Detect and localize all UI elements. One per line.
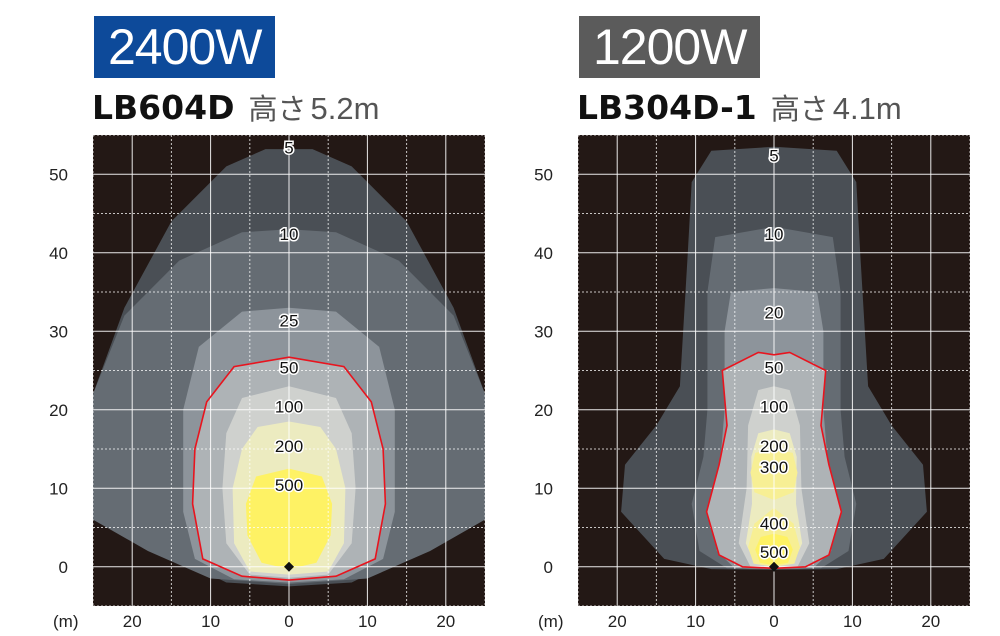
x-tick-label: 20: [123, 612, 142, 631]
contour-label-50: 50: [765, 358, 784, 377]
y-tick-label: 40: [49, 244, 68, 263]
x-tick-label: 0: [769, 612, 778, 631]
contour-label-50: 50: [280, 358, 299, 377]
y-tick-label: 30: [534, 322, 553, 341]
x-unit-label: (m): [538, 612, 563, 631]
contour-label-500: 500: [275, 476, 303, 495]
contour-label-10: 10: [280, 225, 299, 244]
y-tick-label: 50: [49, 165, 68, 184]
wattage-badge: 1200W: [579, 16, 761, 78]
contour-label-300: 300: [760, 458, 788, 477]
height-label: 高さ: [770, 92, 829, 126]
contour-label-20: 20: [765, 303, 784, 322]
model-heading: LB304D-1 高さ 4.1m: [577, 86, 902, 127]
y-tick-label: 10: [49, 479, 68, 498]
y-tick-label: 20: [534, 401, 553, 420]
x-tick-label: 10: [843, 612, 862, 631]
contour-label-200: 200: [760, 437, 788, 456]
x-tick-label: 20: [436, 612, 455, 631]
y-tick-label: 10: [534, 479, 553, 498]
model-heading: LB604D 高さ 5.2m: [92, 86, 380, 127]
x-unit-label: (m): [53, 612, 78, 631]
y-tick-label: 0: [544, 558, 553, 577]
contour-label-5: 5: [769, 146, 778, 165]
x-tick-label: 20: [608, 612, 627, 631]
height-value: 5.2m: [310, 91, 380, 126]
contour-label-25: 25: [280, 311, 299, 330]
y-tick-label: 40: [534, 244, 553, 263]
x-tick-label: 10: [686, 612, 705, 631]
y-tick-label: 20: [49, 401, 68, 420]
panel-1200w: 1200W LB304D-1 高さ 4.1m 5 10 20 50 100 200 300 400…: [485, 0, 985, 636]
panel-2400w: 2400W LB604D 高さ 5.2m 5 10 25 50 100 200 500 0 10 20…: [49, 16, 486, 631]
wattage-badge: 2400W: [94, 16, 276, 78]
contour-label-10: 10: [765, 225, 784, 244]
contour-label-500: 500: [760, 543, 788, 562]
x-tick-label: 20: [921, 612, 940, 631]
height-value: 4.1m: [832, 91, 902, 126]
x-tick-label: 0: [284, 612, 293, 631]
isolux-highlight-outline: [705, 351, 843, 570]
y-tick-label: 0: [59, 558, 68, 577]
y-tick-label: 50: [534, 165, 553, 184]
contour-label-200: 200: [275, 437, 303, 456]
contour-label-100: 100: [275, 398, 303, 417]
x-tick-label: 10: [358, 612, 377, 631]
x-tick-label: 10: [201, 612, 220, 631]
lamp-marker: [284, 561, 294, 572]
y-tick-label: 30: [49, 322, 68, 341]
contour-label-100: 100: [760, 398, 788, 417]
model-name: LB604D: [92, 88, 235, 127]
contour-label-5: 5: [284, 139, 293, 158]
model-name: LB304D-1: [577, 88, 757, 127]
lamp-marker: [769, 561, 779, 572]
height-label: 高さ: [248, 92, 307, 126]
contour-label-400: 400: [760, 515, 788, 534]
isolux-highlight-outline: [191, 356, 387, 581]
